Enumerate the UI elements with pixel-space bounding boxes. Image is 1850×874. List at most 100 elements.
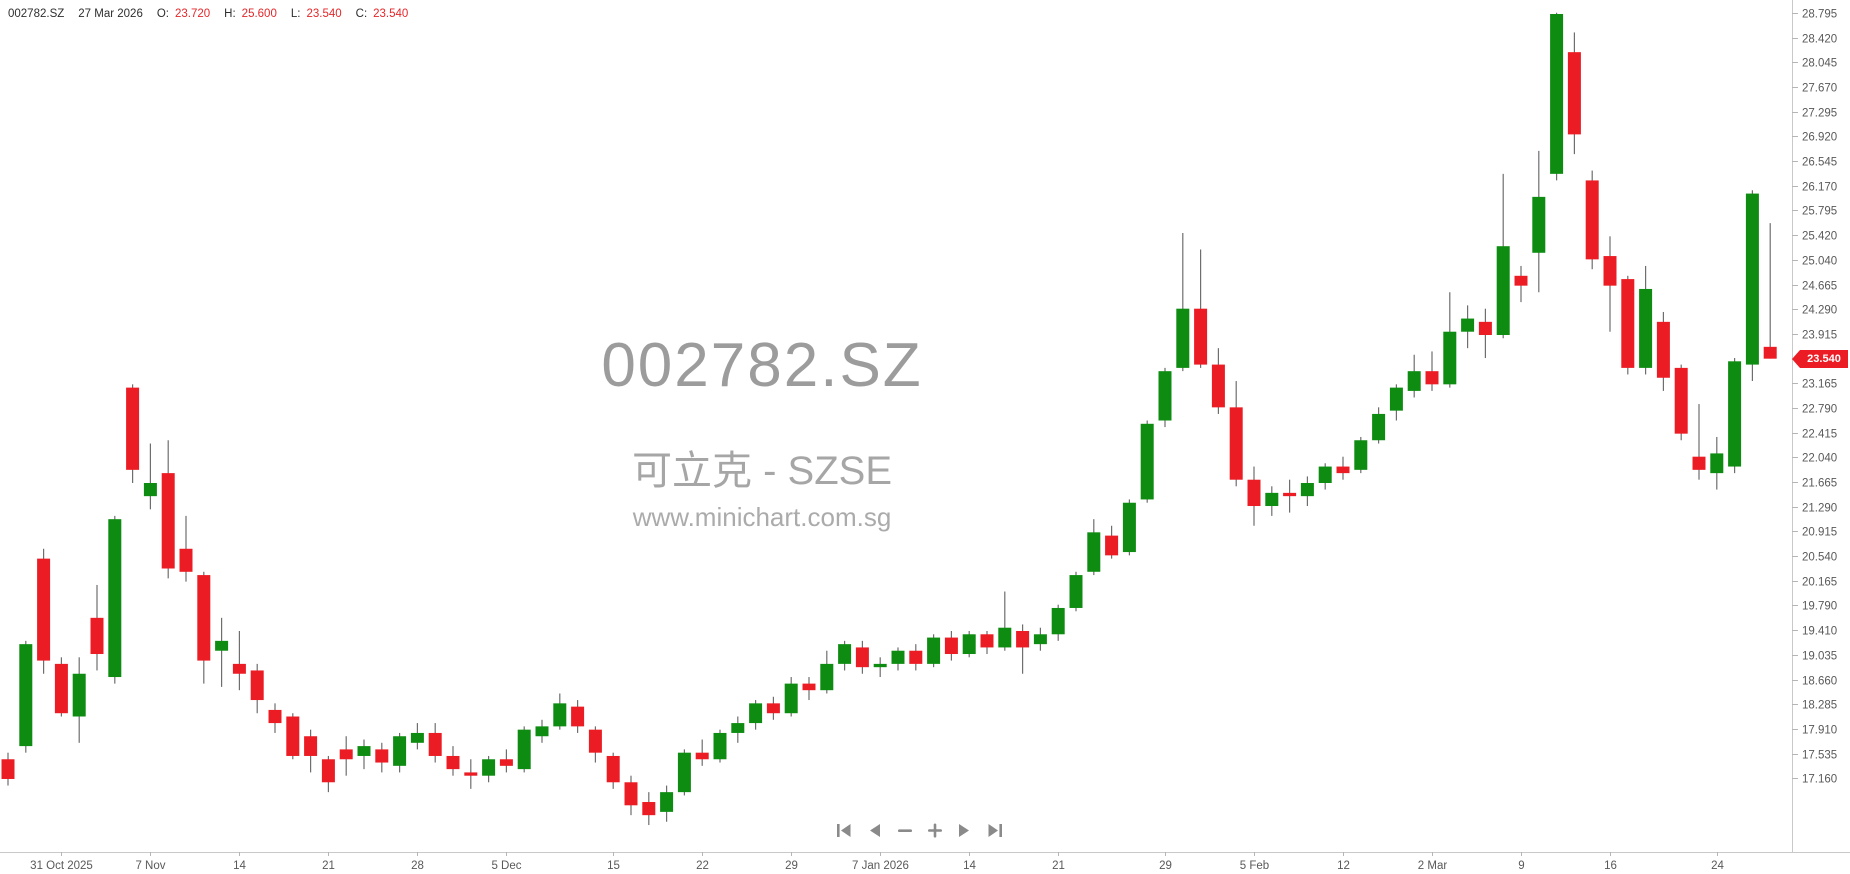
candle[interactable] [1656, 311, 1670, 391]
candle[interactable] [962, 630, 976, 658]
candle[interactable] [855, 640, 869, 674]
candle[interactable] [1389, 384, 1403, 421]
candle[interactable] [37, 548, 51, 674]
candle[interactable] [927, 634, 941, 668]
candle[interactable] [766, 696, 780, 720]
candle[interactable] [357, 739, 371, 770]
candle[interactable] [19, 640, 33, 753]
step-forward-button[interactable] [956, 820, 973, 840]
candle[interactable] [1514, 265, 1528, 303]
candle[interactable] [1692, 404, 1706, 480]
candle[interactable] [1229, 381, 1243, 487]
candle[interactable] [1550, 12, 1564, 181]
candle[interactable] [1194, 249, 1208, 368]
candle[interactable] [677, 749, 691, 796]
candle[interactable] [1425, 351, 1439, 391]
candle[interactable] [1763, 223, 1777, 359]
candle[interactable] [1247, 466, 1261, 526]
candle[interactable] [464, 759, 478, 789]
candle[interactable] [321, 755, 335, 793]
candle[interactable] [1372, 407, 1386, 444]
candle[interactable] [642, 792, 656, 826]
candle[interactable] [143, 443, 157, 510]
candle[interactable] [304, 729, 318, 773]
candle[interactable] [1051, 604, 1065, 641]
candle[interactable] [1122, 499, 1136, 556]
candle[interactable] [1087, 519, 1101, 576]
candle[interactable] [980, 630, 994, 655]
candle[interactable] [1639, 265, 1653, 375]
candle[interactable] [731, 716, 745, 743]
candle[interactable] [1674, 364, 1688, 441]
candle[interactable] [90, 584, 104, 671]
candle[interactable] [1585, 170, 1599, 270]
candle[interactable] [446, 746, 460, 776]
candle[interactable] [1603, 236, 1617, 332]
candle[interactable] [1265, 486, 1279, 516]
candle[interactable] [1105, 525, 1119, 559]
candle[interactable] [1443, 292, 1457, 388]
candle[interactable] [250, 663, 264, 714]
candle[interactable] [660, 785, 674, 822]
candle[interactable] [1211, 348, 1225, 414]
candle[interactable] [571, 700, 585, 733]
zoom-in-button[interactable] [926, 820, 943, 840]
candle[interactable] [1496, 173, 1510, 339]
candle[interactable] [1283, 479, 1297, 513]
candle[interactable] [1478, 308, 1492, 359]
candle[interactable] [553, 693, 567, 730]
candle[interactable] [588, 726, 602, 763]
candle[interactable] [179, 515, 193, 582]
candle[interactable] [1567, 32, 1581, 155]
candle[interactable] [1158, 367, 1172, 428]
candle[interactable] [891, 647, 905, 671]
candle[interactable] [54, 657, 68, 717]
candle[interactable] [410, 723, 424, 750]
candle[interactable] [72, 657, 86, 743]
candle[interactable] [1710, 436, 1724, 490]
candle[interactable] [1318, 463, 1332, 490]
candle[interactable] [695, 739, 709, 766]
candle[interactable] [375, 742, 389, 773]
candle[interactable] [126, 384, 140, 483]
candle[interactable] [1069, 571, 1083, 612]
candle[interactable] [624, 775, 638, 816]
candle[interactable] [873, 657, 887, 678]
candle[interactable] [1745, 190, 1759, 382]
candle[interactable] [1176, 233, 1190, 372]
skip-to-start-button[interactable] [836, 820, 853, 840]
candle[interactable] [535, 719, 549, 743]
candle[interactable] [1728, 358, 1742, 474]
candle[interactable] [944, 630, 958, 661]
candle[interactable] [268, 703, 282, 733]
candle[interactable] [1336, 456, 1350, 480]
candle[interactable] [909, 644, 923, 671]
candle[interactable] [428, 723, 442, 763]
candle[interactable] [1354, 436, 1368, 474]
candle[interactable] [499, 749, 513, 773]
candle[interactable] [197, 571, 211, 684]
candle[interactable] [286, 713, 300, 760]
step-back-button[interactable] [866, 820, 883, 840]
skip-to-end-button[interactable] [986, 820, 1003, 840]
candle[interactable] [784, 677, 798, 717]
candle[interactable] [517, 726, 531, 773]
candle[interactable] [838, 640, 852, 671]
candle[interactable] [1407, 354, 1421, 398]
candle[interactable] [1300, 476, 1314, 507]
zoom-out-button[interactable] [896, 820, 913, 840]
candle[interactable] [749, 700, 763, 730]
candle[interactable] [1033, 627, 1047, 651]
candle[interactable] [215, 617, 229, 687]
candle[interactable] [232, 630, 246, 691]
candle[interactable] [161, 440, 175, 579]
candle[interactable] [802, 677, 816, 701]
candle[interactable] [393, 732, 407, 773]
candle[interactable] [713, 729, 727, 763]
candle[interactable] [1140, 420, 1154, 503]
candle[interactable] [606, 752, 620, 789]
candle[interactable] [1016, 624, 1030, 674]
candle[interactable] [820, 650, 834, 694]
candle[interactable] [339, 736, 353, 776]
candle[interactable] [482, 755, 496, 783]
